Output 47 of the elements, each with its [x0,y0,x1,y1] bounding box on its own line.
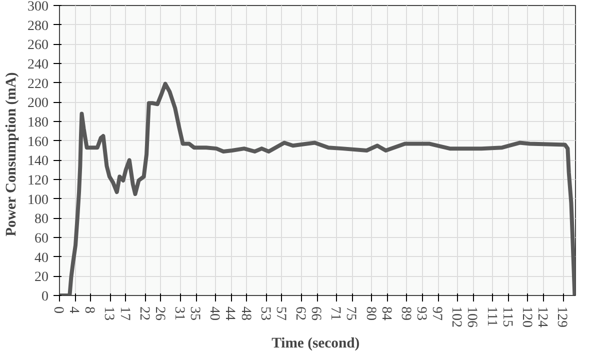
x-tick-label: 124 [534,306,550,328]
x-tick-label: 102 [448,306,464,328]
x-tick-label: 31 [172,306,186,320]
x-tick-label: 13 [101,306,116,320]
y-tick-label: 160 [28,134,48,150]
x-tick-label: 80 [362,306,378,320]
x-tick-label: 40 [206,306,222,320]
y-tick-label: 280 [28,18,48,34]
y-tick-label: 180 [28,116,48,130]
x-tick-label: 106 [464,306,480,328]
y-tick-label: 300 [28,0,48,14]
x-tick-label: 111 [484,306,499,326]
x-tick-label: 120 [518,306,534,328]
x-tick-label: 115 [499,306,514,327]
x-tick-label: 48 [238,306,253,320]
x-tick-label: 93 [413,306,428,320]
x-tick-label: 17 [116,306,132,320]
x-tick-label: 75 [343,306,358,320]
x-tick-label: 62 [292,306,308,320]
y-tick-label: 60 [34,232,48,246]
x-tick-label: 97 [429,306,444,320]
x-tick-label: 26 [152,306,167,320]
y-axis-title: Power Consumption (mA) [4,72,20,236]
x-axis-title: Time (second) [272,336,360,352]
x-tick-label: 22 [136,306,152,320]
y-tick-label: 220 [28,76,48,92]
x-tick-label: 84 [378,306,394,320]
x-tick-label: 44 [222,306,238,320]
x-tick-label: 71 [328,306,343,320]
y-tick-label: 80 [34,212,48,228]
y-tick-label: 140 [28,154,48,170]
y-tick-label: 100 [28,192,48,208]
y-tick-label: 20 [34,270,48,286]
y-tick-label: 240 [28,58,48,72]
x-tick-label: 57 [272,306,288,320]
y-tick-label: 200 [28,96,48,112]
y-tick-label: 260 [28,38,48,54]
x-tick-label: 89 [398,306,413,320]
x-tick-label: 129 [554,306,570,328]
x-tick-label: 4 [66,306,82,314]
y-tick-label: 40 [34,250,48,266]
x-tick-label: 8 [82,306,97,314]
x-tick-label: 66 [308,306,324,320]
x-tick-label: 53 [257,306,272,320]
x-tick-label: 0 [50,306,66,314]
y-tick-label: 120 [28,174,48,188]
x-tick-label: 35 [187,306,202,320]
